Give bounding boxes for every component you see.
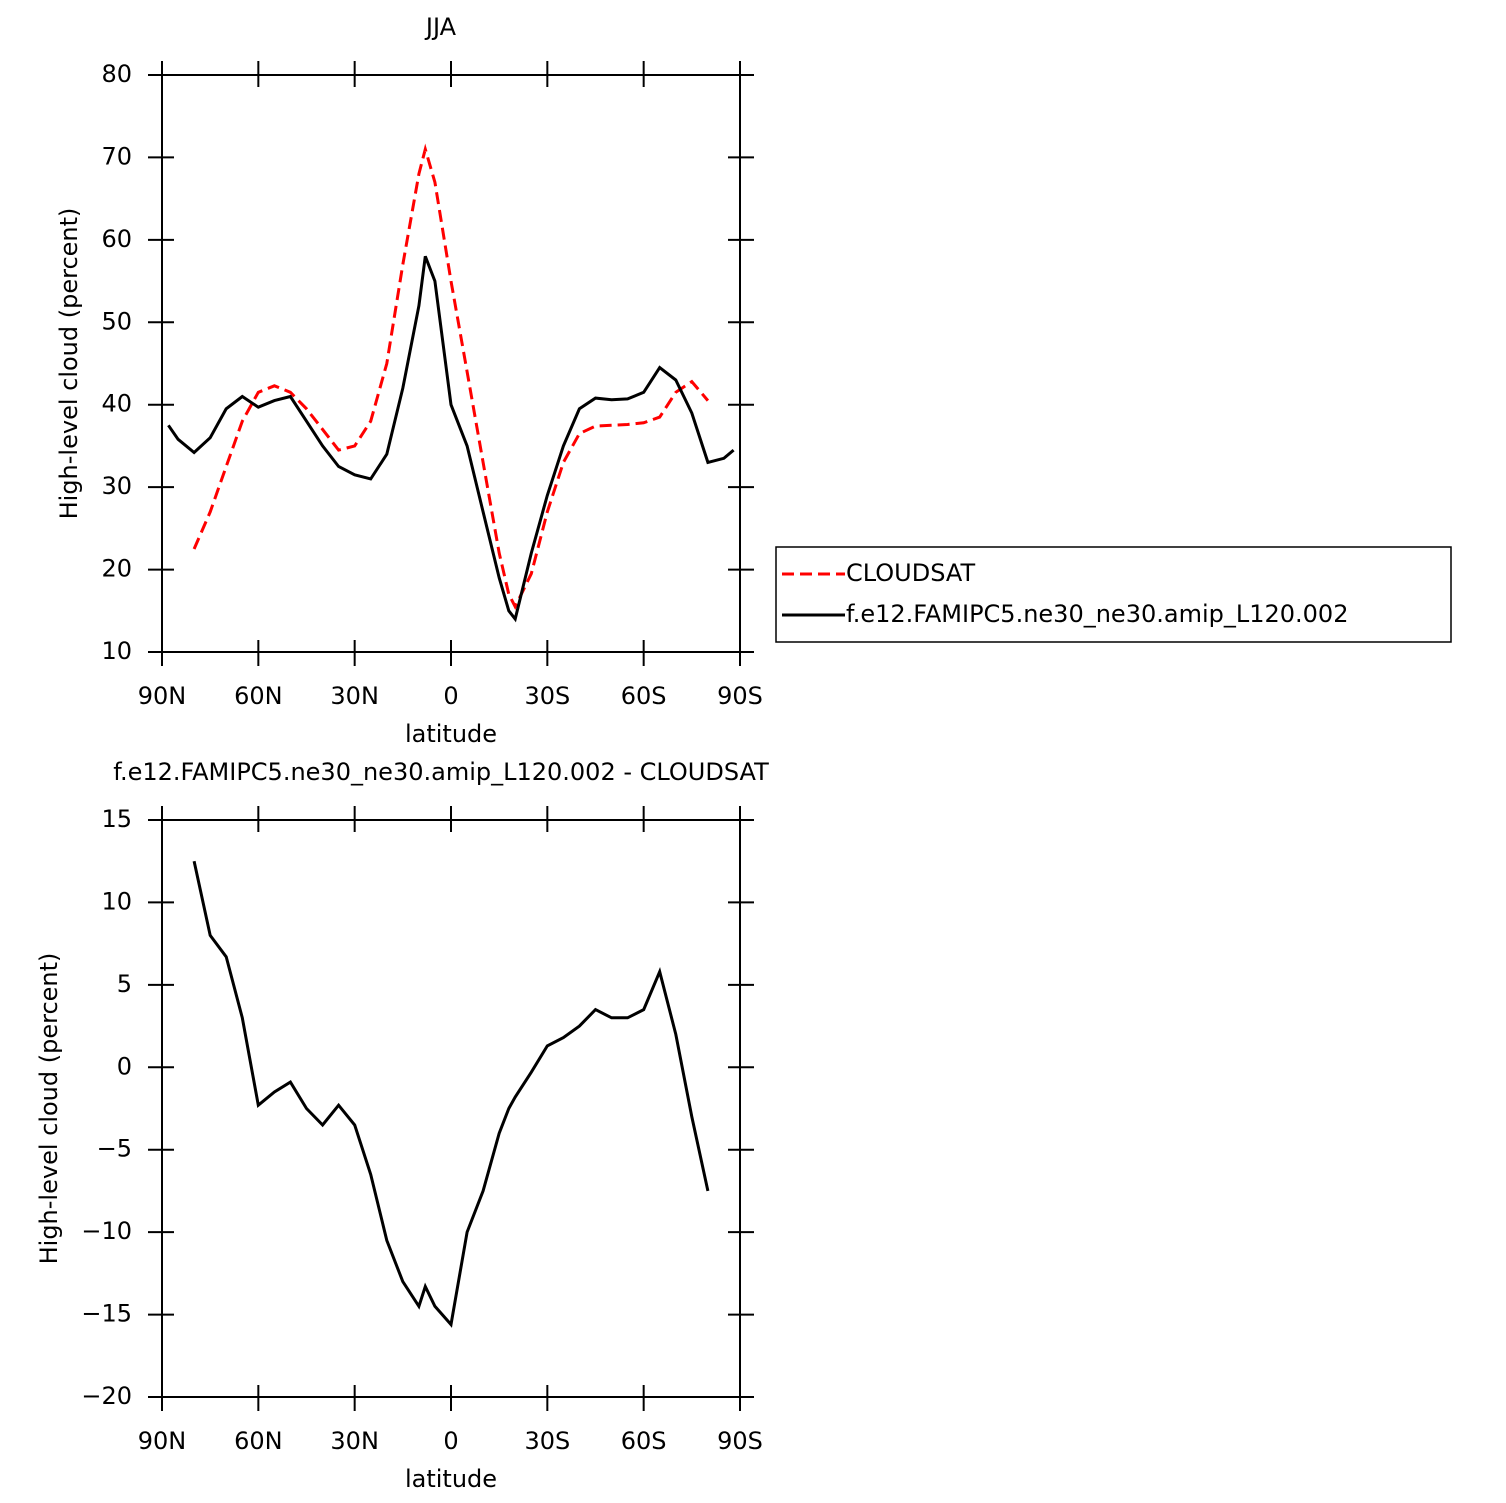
y-tick-label: 0	[117, 1052, 132, 1080]
series-line	[192, 860, 710, 1328]
y-tick-label: 10	[101, 637, 132, 665]
x-axis-label: latitude	[405, 1465, 497, 1493]
y-tick-label: −20	[81, 1382, 132, 1410]
y-tick-label: 60	[101, 225, 132, 253]
y-tick-label: 10	[101, 887, 132, 915]
x-tick-label: 30S	[524, 1427, 570, 1455]
y-tick-label: 30	[101, 472, 132, 500]
y-tick-label: 15	[101, 805, 132, 833]
legend-box	[775, 546, 1452, 643]
x-tick-label: 30S	[524, 682, 570, 710]
x-tick-label: 60N	[234, 1427, 283, 1455]
x-tick-label: 90S	[717, 682, 763, 710]
y-tick-label: 40	[101, 390, 132, 418]
x-tick-label: 30N	[330, 682, 379, 710]
y-tick-label: 20	[101, 555, 132, 583]
legend-label: f.e12.FAMIPC5.ne30_ne30.amip_L120.002	[846, 600, 1348, 628]
y-tick-label: 5	[117, 970, 132, 998]
y-tick-label: 80	[101, 60, 132, 88]
y-axis-label: High-level cloud (percent)	[35, 953, 63, 1265]
y-tick-label: −15	[81, 1300, 132, 1328]
plot-frame	[161, 74, 741, 653]
x-tick-label: 60S	[621, 1427, 667, 1455]
series-line	[192, 143, 710, 611]
y-tick-label: −10	[81, 1217, 132, 1245]
chart-title: f.e12.FAMIPC5.ne30_ne30.amip_L120.002 - …	[113, 758, 769, 786]
y-axis-label: High-level cloud (percent)	[55, 208, 83, 520]
x-tick-label: 90N	[138, 682, 187, 710]
x-tick-label: 60S	[621, 682, 667, 710]
legend-label: CLOUDSAT	[846, 559, 975, 587]
chart-title: JJA	[424, 13, 457, 41]
y-tick-label: −5	[97, 1135, 132, 1163]
x-tick-label: 30N	[330, 1427, 379, 1455]
x-tick-label: 90N	[138, 1427, 187, 1455]
x-tick-label: 0	[443, 682, 458, 710]
x-axis-label: latitude	[405, 720, 497, 748]
x-tick-label: 90S	[717, 1427, 763, 1455]
plot-frame	[161, 819, 741, 1398]
y-tick-label: 70	[101, 142, 132, 170]
x-tick-label: 0	[443, 1427, 458, 1455]
series-line	[167, 255, 735, 623]
y-tick-label: 50	[101, 307, 132, 335]
x-tick-label: 60N	[234, 682, 283, 710]
